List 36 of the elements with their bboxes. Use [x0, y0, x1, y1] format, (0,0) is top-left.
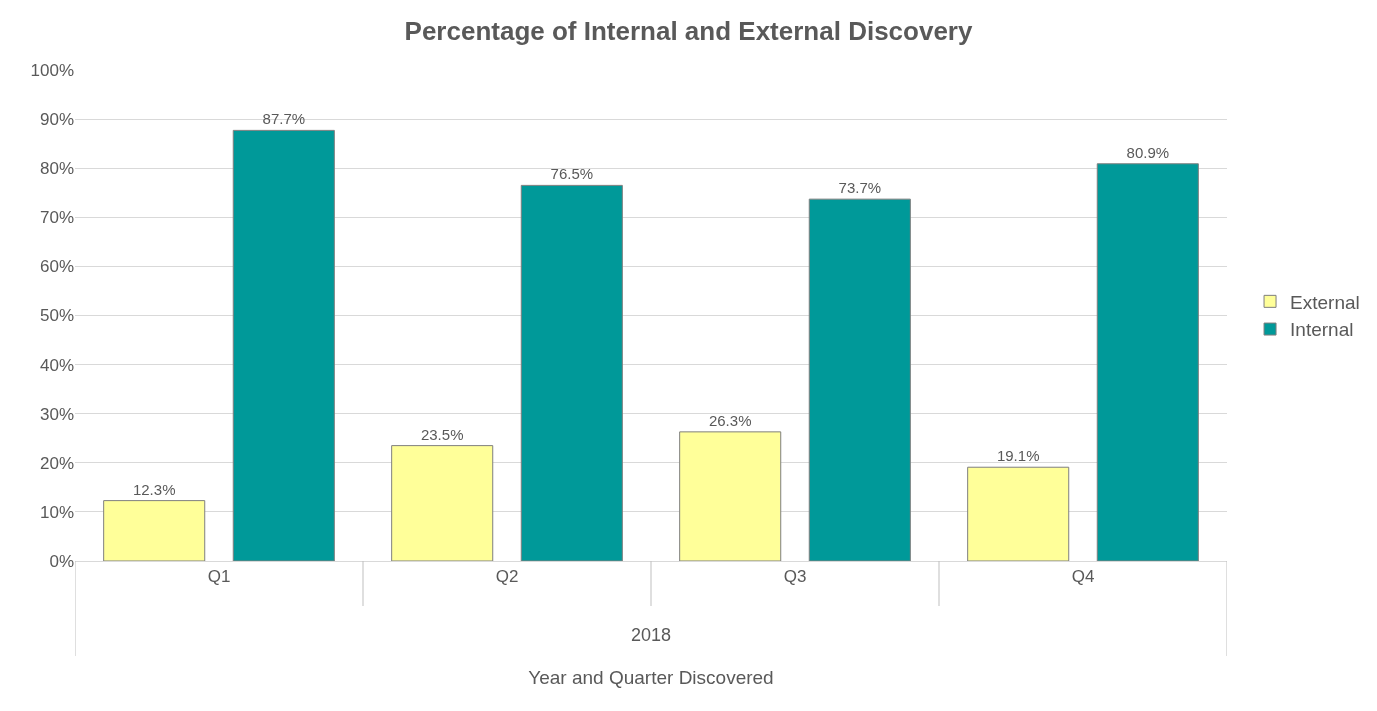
x-tick-label: Q3 — [783, 567, 807, 587]
data-label: 23.5% — [420, 425, 464, 443]
bar — [808, 198, 911, 561]
y-tick-label: 10% — [39, 502, 74, 522]
bar — [103, 500, 206, 561]
y-tick-label: 90% — [39, 110, 74, 130]
text: 2018 — [631, 625, 672, 645]
y-tick-label: 70% — [39, 208, 74, 228]
y-tick-label: 80% — [39, 159, 74, 179]
y-tick-label: 0% — [49, 551, 74, 571]
legend-label: Internal — [1290, 319, 1354, 341]
x-tick-label: Q4 — [1071, 567, 1095, 587]
data-label: 80.9% — [1126, 143, 1170, 161]
y-tick-label: 100% — [30, 60, 74, 80]
data-label: 19.1% — [996, 447, 1040, 465]
bar — [1096, 163, 1199, 561]
x-tick-label: Q2 — [495, 567, 519, 587]
y-tick-label: 30% — [39, 404, 74, 424]
bar — [679, 431, 782, 561]
bar — [967, 466, 1070, 561]
x-axis-title: Year and Quarter Discovered — [528, 667, 774, 689]
y-tick-label: 50% — [39, 306, 74, 326]
bar — [391, 445, 494, 561]
y-tick-label: 20% — [39, 453, 74, 473]
chart-title: Percentage of Internal and External Discovery — [404, 15, 973, 46]
y-tick-label: 40% — [39, 355, 74, 375]
x-tick-label: Q1 — [207, 567, 231, 587]
data-label: 12.3% — [132, 480, 176, 498]
data-label: 26.3% — [708, 411, 752, 429]
data-label: 76.5% — [550, 165, 594, 183]
bar — [232, 129, 335, 561]
y-tick-label: 60% — [39, 257, 74, 277]
data-label: 87.7% — [262, 110, 306, 128]
legend-label: External — [1290, 291, 1360, 313]
data-label: 73.7% — [838, 179, 882, 197]
bar — [520, 184, 623, 561]
